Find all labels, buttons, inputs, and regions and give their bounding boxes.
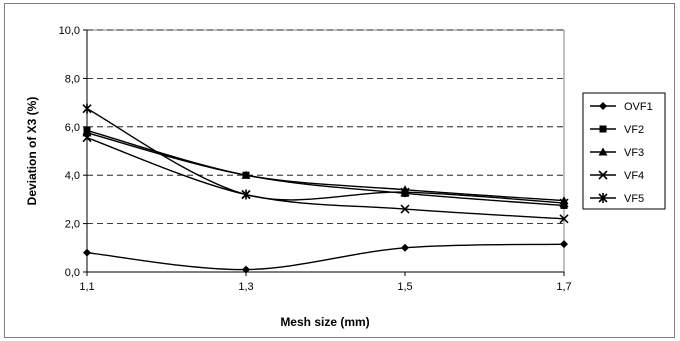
legend-label: OVF1 — [624, 101, 653, 113]
series-line — [86, 243, 565, 271]
legend-item-vf3: VF3 — [590, 147, 644, 159]
x-tick-label: 1,1 — [79, 281, 94, 293]
x-axis-ticks: 1,1 1,3 1,5 1,7 — [79, 271, 572, 293]
data-point — [559, 214, 569, 224]
series-group — [82, 103, 569, 274]
x-tick-label: 1,5 — [397, 281, 412, 293]
legend-marker — [598, 193, 608, 203]
legend: OVF1 VF2 VF3 VF4 VF5 — [582, 92, 666, 210]
x-tick-label: 1,7 — [556, 281, 571, 293]
series-line — [86, 108, 565, 204]
data-point — [400, 204, 410, 214]
legend-label: VF3 — [624, 147, 644, 159]
legend-item-vf4: VF4 — [590, 170, 644, 182]
legend-marker — [598, 147, 608, 156]
series-line — [86, 137, 565, 220]
legend-item-vf2: VF2 — [590, 124, 644, 136]
x-tick-label: 1,3 — [238, 281, 253, 293]
data-point — [560, 240, 568, 249]
series-vf4 — [82, 133, 569, 224]
y-axis-ticks: 0,0 2,0 4,0 6,0 8,0 10,0 — [59, 25, 88, 279]
data-point — [400, 187, 410, 198]
legend-box — [582, 92, 666, 210]
series-vf5 — [82, 103, 569, 209]
y-tick-label: 10,0 — [59, 25, 80, 37]
y-tick-label: 6,0 — [65, 122, 80, 134]
data-point — [83, 248, 91, 257]
data-point — [559, 198, 569, 209]
data-point — [401, 243, 409, 252]
legend-label: VF2 — [624, 124, 644, 136]
legend-marker — [599, 125, 607, 133]
legend-marker — [598, 170, 608, 180]
legend-item-ovf1: OVF1 — [590, 101, 653, 113]
y-axis-title: Deviation of X3 (%) — [25, 97, 39, 206]
y-tick-label: 2,0 — [65, 219, 80, 231]
legend-label: VF5 — [624, 193, 644, 205]
data-point — [241, 170, 251, 179]
legend-item-vf5: VF5 — [590, 193, 644, 205]
y-tick-label: 0,0 — [65, 267, 80, 279]
plot-area — [86, 29, 565, 273]
data-point — [242, 265, 250, 274]
series-ovf1 — [83, 240, 568, 274]
legend-label: VF4 — [624, 170, 644, 182]
series-line — [86, 132, 565, 202]
x-axis-title: Mesh size (mm) — [280, 315, 369, 329]
legend-marker — [599, 102, 607, 110]
y-tick-label: 4,0 — [65, 170, 80, 182]
y-tick-label: 8,0 — [65, 73, 80, 85]
data-point — [82, 103, 92, 114]
data-point — [82, 133, 92, 143]
data-point — [241, 189, 251, 200]
